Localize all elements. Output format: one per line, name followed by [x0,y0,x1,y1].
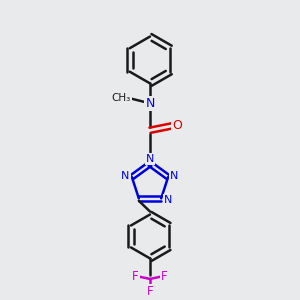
Text: N: N [146,154,154,164]
Text: N: N [164,195,172,205]
Text: F: F [132,269,139,283]
Text: O: O [172,119,182,132]
Text: CH₃: CH₃ [112,93,131,103]
Text: N: N [145,98,155,110]
Text: N: N [170,171,179,181]
Text: F: F [147,285,153,298]
Text: F: F [161,269,168,283]
Text: N: N [121,171,130,181]
